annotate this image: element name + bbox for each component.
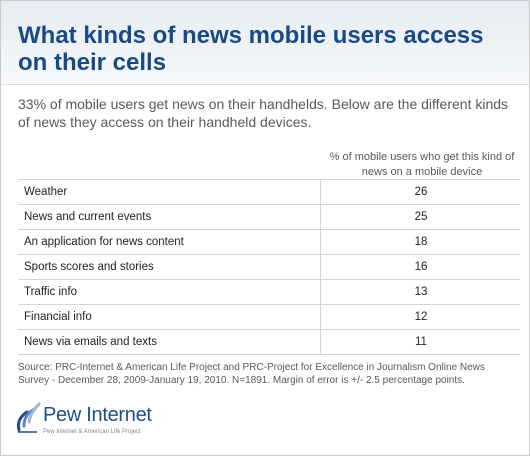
row-value: 25 — [414, 211, 428, 223]
table-row: Sports scores and stories 16 — [18, 255, 520, 280]
column-divider — [320, 230, 321, 254]
row-label: Sports scores and stories — [24, 261, 154, 273]
row-value: 18 — [414, 236, 428, 248]
row-label: Traffic info — [24, 286, 78, 298]
table-row: Traffic info 13 — [18, 280, 520, 305]
column-divider — [320, 255, 321, 279]
table-row: News and current events 25 — [18, 205, 520, 230]
row-value: 11 — [415, 336, 427, 348]
pew-internet-logo: Pew Internet Pew Internet & American Lif… — [15, 400, 215, 444]
logo-tagline: Pew Internet & American Life Project — [43, 429, 141, 435]
column-divider — [320, 305, 321, 329]
row-value: 13 — [414, 286, 428, 298]
row-label: News and current events — [24, 211, 152, 223]
title-banner: What kinds of news mobile users access o… — [1, 1, 529, 85]
column-header: % of mobile users who get this kind of n… — [329, 151, 515, 178]
table-row: Financial info 12 — [18, 305, 520, 330]
table-row: Weather 26 — [18, 179, 520, 205]
column-divider — [320, 180, 321, 204]
column-divider — [320, 205, 321, 229]
row-label: Weather — [24, 186, 68, 198]
row-value: 16 — [414, 261, 428, 273]
data-table: Weather 26 News and current events 25 An app… — [18, 179, 520, 355]
row-label: An application for news content — [24, 236, 184, 248]
row-label: News via emails and texts — [24, 336, 157, 348]
column-divider — [320, 330, 321, 354]
chart-title: What kinds of news mobile users access o… — [18, 22, 484, 76]
table-row: An application for news content 18 — [18, 230, 520, 255]
chart-subtitle: 33% of mobile users get news on their ha… — [18, 96, 509, 130]
table-row: News via emails and texts 11 — [18, 330, 520, 355]
row-value: 12 — [414, 311, 428, 323]
column-divider — [320, 280, 321, 304]
row-value: 26 — [414, 186, 428, 198]
pew-logo-icon — [17, 402, 41, 433]
row-label: Financial info — [24, 311, 92, 323]
logo-name: Pew Internet — [43, 404, 152, 426]
source-note: Source: PRC-Internet & American Life Pro… — [18, 362, 485, 386]
